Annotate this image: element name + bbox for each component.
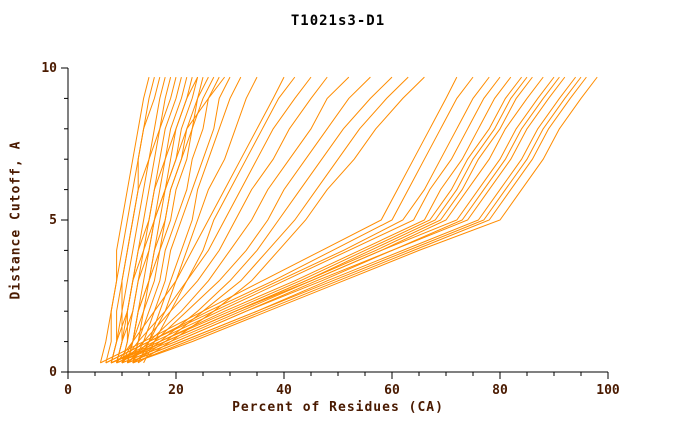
model-curve — [121, 76, 312, 364]
model-curve — [116, 76, 544, 364]
model-curve — [110, 76, 166, 364]
model-curve — [110, 76, 199, 364]
model-curve — [110, 76, 161, 364]
y-tick-label: 10 — [41, 61, 57, 76]
x-tick-label: 0 — [64, 383, 72, 398]
model-curve — [132, 76, 393, 364]
model-curve — [105, 76, 150, 364]
x-tick-label: 40 — [276, 383, 292, 398]
model-curve — [116, 76, 528, 364]
model-curve — [132, 76, 587, 364]
model-curve — [116, 76, 177, 364]
model-curve — [116, 76, 225, 364]
model-curve — [110, 76, 501, 364]
model-curve — [137, 76, 425, 364]
model-curve — [110, 76, 522, 364]
model-curve — [100, 76, 458, 364]
x-tick-label: 20 — [168, 383, 184, 398]
model-curve — [143, 76, 296, 364]
model-curve — [111, 76, 555, 364]
y-tick-label: 5 — [49, 213, 57, 228]
model-curve — [126, 76, 215, 364]
model-curve — [110, 76, 512, 364]
model-curve — [132, 76, 598, 364]
model-curve — [132, 76, 220, 364]
model-curve — [99, 76, 155, 364]
model-curve — [116, 76, 172, 364]
chart-title: T1021s3-D1 — [290, 13, 386, 29]
model-curve — [121, 76, 566, 364]
model-curve — [105, 76, 490, 364]
y-tick-label: 0 — [49, 365, 57, 380]
model-curve — [121, 76, 328, 364]
model-curve — [116, 76, 285, 364]
model-curve — [127, 76, 582, 364]
x-axis-label: Percent of Residues (CA) — [232, 400, 444, 415]
x-tick-label: 60 — [384, 383, 400, 398]
x-tick-label: 80 — [492, 383, 508, 398]
model-curve — [132, 76, 231, 364]
model-curve — [127, 76, 371, 364]
x-tick-label: 100 — [596, 383, 620, 398]
model-curve — [105, 76, 474, 364]
model-curve — [127, 76, 350, 364]
model-curve — [132, 76, 409, 364]
model-curve — [137, 76, 258, 364]
